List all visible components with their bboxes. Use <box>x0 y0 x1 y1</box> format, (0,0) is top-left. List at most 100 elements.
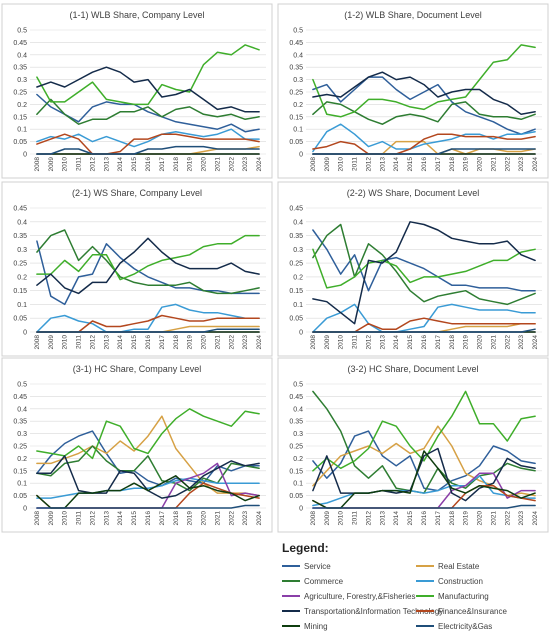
y-tick-label: 0.15 <box>289 468 303 475</box>
y-tick-label: 0.15 <box>289 288 303 295</box>
chart-panel: (3-2) HC Share, Document Level 0 0.05 0.1 0.… <box>277 357 549 533</box>
x-tick-label: 2024 <box>256 335 263 350</box>
y-tick-label: 0.3 <box>293 247 303 254</box>
legend-label-electricity-gas: Electricity&Gas <box>438 622 492 631</box>
x-tick-label: 2011 <box>352 335 359 349</box>
x-tick-label: 2013 <box>379 157 386 172</box>
x-tick-label: 2017 <box>159 511 166 526</box>
chart-title: (1-1) WLB Share, Company Level <box>69 10 204 20</box>
x-tick-label: 2024 <box>256 157 263 172</box>
x-tick-label: 2010 <box>338 511 345 526</box>
y-tick-label: 0.35 <box>13 233 27 240</box>
y-tick-label: 0.5 <box>17 28 27 35</box>
x-tick-label: 2023 <box>518 157 525 172</box>
y-tick-label: 0.2 <box>293 274 303 281</box>
y-tick-label: 0.5 <box>293 28 303 35</box>
x-tick-label: 2017 <box>435 157 442 172</box>
y-tick-label: 0.4 <box>293 219 303 226</box>
series-line-commerce <box>36 98 260 125</box>
y-tick-label: 0.2 <box>293 456 303 463</box>
x-tick-label: 2014 <box>117 335 124 350</box>
y-tick-label: 0.25 <box>289 261 303 268</box>
x-tick-label: 2019 <box>187 511 194 526</box>
x-tick-label: 2009 <box>324 335 331 350</box>
series-line-mining <box>36 475 260 509</box>
series-line-transportation-information-technology <box>36 66 260 113</box>
x-tick-label: 2016 <box>145 335 152 350</box>
x-tick-label: 2011 <box>76 335 83 349</box>
x-tick-label: 2011 <box>76 511 83 525</box>
y-tick-label: 0.05 <box>13 493 27 500</box>
x-tick-label: 2022 <box>504 157 511 172</box>
x-tick-label: 2024 <box>256 511 263 526</box>
x-tick-label: 2018 <box>173 511 180 526</box>
series-line-construction <box>312 475 536 507</box>
x-tick-label: 2019 <box>463 511 470 526</box>
series-line-finance-insurance <box>36 133 260 155</box>
x-tick-label: 2015 <box>131 157 138 172</box>
x-tick-label: 2023 <box>518 335 525 350</box>
y-tick-label: 0.25 <box>13 444 27 451</box>
y-tick-label: 0.45 <box>289 206 303 213</box>
x-tick-label: 2008 <box>310 511 317 526</box>
x-tick-label: 2021 <box>214 157 221 172</box>
y-tick-label: 0.4 <box>17 52 27 59</box>
series-line-transportation-information-technology <box>312 71 536 116</box>
x-tick-label: 2017 <box>435 335 442 350</box>
y-tick-label: 0.25 <box>289 444 303 451</box>
x-tick-label: 2011 <box>352 511 359 525</box>
x-tick-label: 2013 <box>103 335 110 350</box>
x-tick-label: 2008 <box>34 511 41 526</box>
y-tick-label: 0.05 <box>13 139 27 146</box>
y-tick-label: 0.25 <box>13 261 27 268</box>
y-tick-label: 0 <box>23 506 27 513</box>
x-tick-label: 2011 <box>76 157 83 171</box>
series-line-transportation-information-technology <box>312 447 536 502</box>
y-tick-label: 0 <box>299 330 303 337</box>
series-line-electricity-gas <box>36 504 260 509</box>
y-tick-label: 0.3 <box>17 247 27 254</box>
x-tick-label: 2018 <box>449 511 456 526</box>
x-tick-label: 2021 <box>490 157 497 172</box>
series-line-mining <box>312 450 536 509</box>
x-tick-label: 2020 <box>477 511 484 526</box>
x-tick-label: 2021 <box>490 335 497 350</box>
y-tick-label: 0.4 <box>17 406 27 413</box>
x-tick-label: 2017 <box>159 335 166 350</box>
x-tick-label: 2010 <box>62 511 69 526</box>
series-line-commerce <box>312 101 536 125</box>
y-tick-label: 0.3 <box>293 431 303 438</box>
legend-label-commerce: Commerce <box>304 577 344 586</box>
x-tick-label: 2010 <box>338 335 345 350</box>
y-tick-label: 0.1 <box>17 481 27 488</box>
series-line-manufacturing <box>312 44 536 118</box>
chart-panel: (3-1) HC Share, Company Level 0 0.05 0.1 0.1… <box>1 357 273 533</box>
x-tick-label: 2014 <box>393 157 400 172</box>
y-tick-label: 0.05 <box>13 316 27 323</box>
x-tick-label: 2015 <box>407 511 414 526</box>
series-line-real-estate <box>36 415 260 497</box>
y-tick-label: 0.35 <box>289 419 303 426</box>
chart-title: (2-1) WS Share, Company Level <box>72 188 202 198</box>
y-tick-label: 0.45 <box>289 394 303 401</box>
x-tick-label: 2010 <box>62 335 69 350</box>
series-line-service <box>36 430 260 487</box>
x-tick-label: 2019 <box>463 335 470 350</box>
x-tick-label: 2020 <box>477 157 484 172</box>
x-tick-label: 2021 <box>214 511 221 526</box>
x-tick-label: 2023 <box>518 511 525 526</box>
x-tick-label: 2008 <box>34 335 41 350</box>
y-tick-label: 0.4 <box>17 219 27 226</box>
series-line-manufacturing <box>36 44 260 106</box>
series-line-transportation-information-technology <box>312 221 536 325</box>
x-tick-label: 2009 <box>324 157 331 172</box>
x-tick-label: 2008 <box>34 157 41 172</box>
x-tick-label: 2017 <box>159 157 166 172</box>
x-tick-label: 2019 <box>187 157 194 172</box>
x-tick-label: 2014 <box>117 511 124 526</box>
x-tick-label: 2011 <box>352 157 359 171</box>
chart-panel: (2-2) WS Share, Document Level 0 0.05 0.1 0.… <box>277 181 549 357</box>
legend-label-real-estate: Real Estate <box>438 562 480 571</box>
x-tick-label: 2022 <box>228 511 235 526</box>
series-line-electricity-gas <box>312 328 536 333</box>
